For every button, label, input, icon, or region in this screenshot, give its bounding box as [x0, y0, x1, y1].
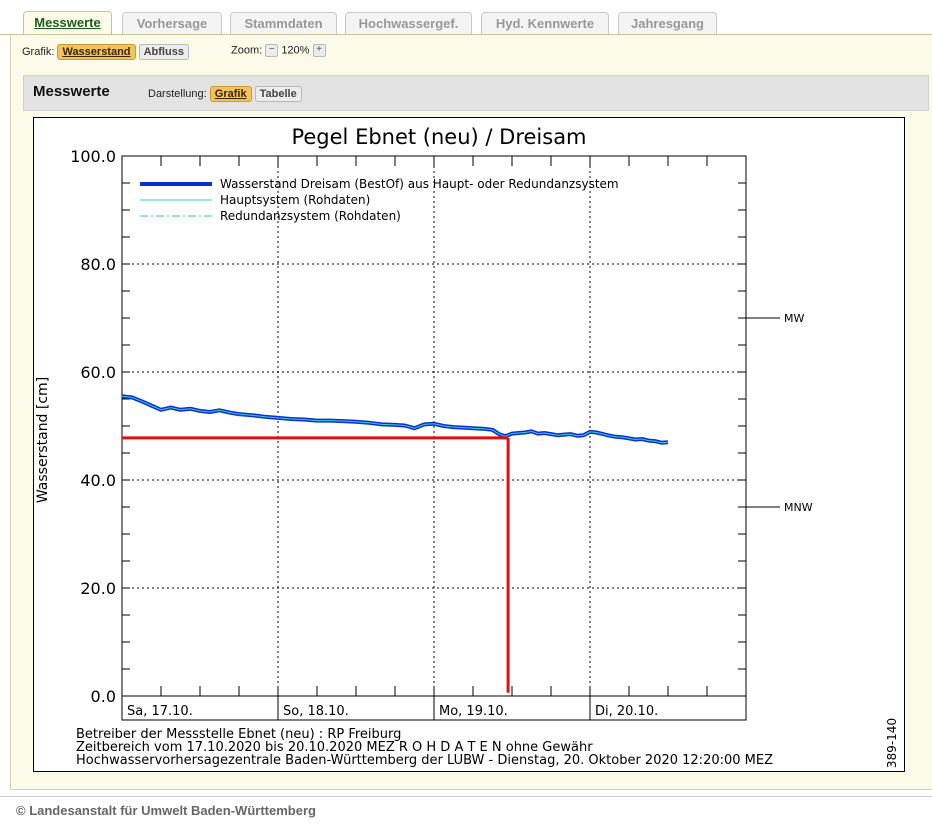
tab-jahresgang[interactable]: Jahresgang	[618, 12, 717, 34]
grafik-selector: Grafik: Wasserstand Abfluss	[22, 44, 189, 60]
side-code: 389-140	[885, 718, 899, 768]
footer-line-range: Zeitbereich vom 17.10.2020 bis 20.10.202…	[76, 740, 593, 755]
water-level-chart: Pegel Ebnet (neu) / Dreisam 0.0 20.0 40.0 6…	[35, 125, 899, 768]
ref-label-mnw: MNW	[784, 501, 813, 514]
y-tick-label: 80.0	[80, 255, 116, 274]
zoom-control: Zoom: − 120% +	[231, 44, 326, 57]
tab-hyd-kennwerte[interactable]: Hyd. Kennwerte	[481, 12, 609, 34]
darstellung-selector: Darstellung: Grafik Tabelle	[148, 86, 302, 102]
chart-footer: Betreiber der Messstelle Ebnet (neu) : R…	[76, 727, 773, 768]
legend-label-2: Redundanzsystem (Rohdaten)	[220, 209, 401, 223]
wasserstand-button[interactable]: Wasserstand	[57, 44, 136, 60]
y-tick-label: 40.0	[80, 471, 116, 490]
y-tick-label: 100.0	[70, 147, 116, 166]
tab-bar: Messwerte Vorhersage Stammdaten Hochwass…	[0, 0, 932, 36]
page-footer: © Landesanstalt für Umwelt Baden-Württem…	[16, 803, 316, 818]
ref-label-mw: MW	[784, 312, 804, 325]
zoom-out-button[interactable]: −	[265, 44, 279, 57]
tab-stammdaten[interactable]: Stammdaten	[230, 12, 337, 34]
zoom-label: Zoom:	[231, 44, 263, 57]
tab-hochwassergef[interactable]: Hochwassergef.	[345, 12, 472, 34]
series-bestof-line	[121, 394, 669, 445]
chart-axes: 0.0 20.0 40.0 60.0 80.0 100.0 Sa, 17.10. So, 18…	[70, 147, 747, 721]
zoom-value: 120%	[281, 44, 310, 57]
content-panel: Grafik: Wasserstand Abfluss Zoom: − 120%…	[10, 35, 932, 790]
x-tick-label: Di, 20.10.	[595, 704, 658, 719]
chart-frame: Pegel Ebnet (neu) / Dreisam 0.0 20.0 40.0 6…	[33, 117, 905, 772]
section-header: Messwerte Darstellung: Grafik Tabelle	[23, 75, 929, 111]
grafik-button[interactable]: Grafik	[209, 86, 252, 102]
reference-levels: MW MNW	[746, 312, 813, 514]
section-title: Messwerte	[33, 83, 110, 100]
footer-line-operator: Betreiber der Messstelle Ebnet (neu) : R…	[76, 727, 401, 742]
tabelle-button[interactable]: Tabelle	[254, 86, 302, 102]
marker-lines	[122, 436, 510, 693]
legend-label-0: Wasserstand Dreisam (BestOf) aus Haupt- …	[220, 177, 619, 191]
x-tick-label: Mo, 19.10.	[439, 704, 508, 719]
y-axis-label: Wasserstand [cm]	[35, 377, 51, 503]
legend-label-1: Hauptsystem (Rohdaten)	[220, 193, 370, 207]
tab-messwerte[interactable]: Messwerte	[23, 11, 112, 35]
chart-title: Pegel Ebnet (neu) / Dreisam	[291, 125, 586, 149]
y-tick-label: 0.0	[91, 687, 116, 706]
series-hauptsystem-line	[121, 395, 669, 444]
x-tick-label: So, 18.10.	[283, 704, 349, 719]
footer-divider	[0, 796, 932, 797]
chart-grid	[122, 156, 746, 696]
zoom-in-button[interactable]: +	[312, 44, 326, 57]
chart-legend: Wasserstand Dreisam (BestOf) aus Haupt- …	[140, 177, 619, 223]
date-strip	[121, 695, 747, 721]
grafik-label: Grafik:	[22, 46, 55, 58]
tab-vorhersage[interactable]: Vorhersage	[122, 12, 222, 34]
tab-divider	[0, 34, 932, 35]
darstellung-label: Darstellung:	[148, 88, 207, 100]
x-tick-label: Sa, 17.10.	[127, 704, 193, 719]
chart-series	[121, 394, 669, 445]
y-tick-label: 20.0	[80, 579, 116, 598]
y-tick-label: 60.0	[80, 363, 116, 382]
abfluss-button[interactable]: Abfluss	[138, 44, 189, 60]
footer-line-source: Hochwasservorhersagezentrale Baden-Württ…	[76, 753, 773, 768]
